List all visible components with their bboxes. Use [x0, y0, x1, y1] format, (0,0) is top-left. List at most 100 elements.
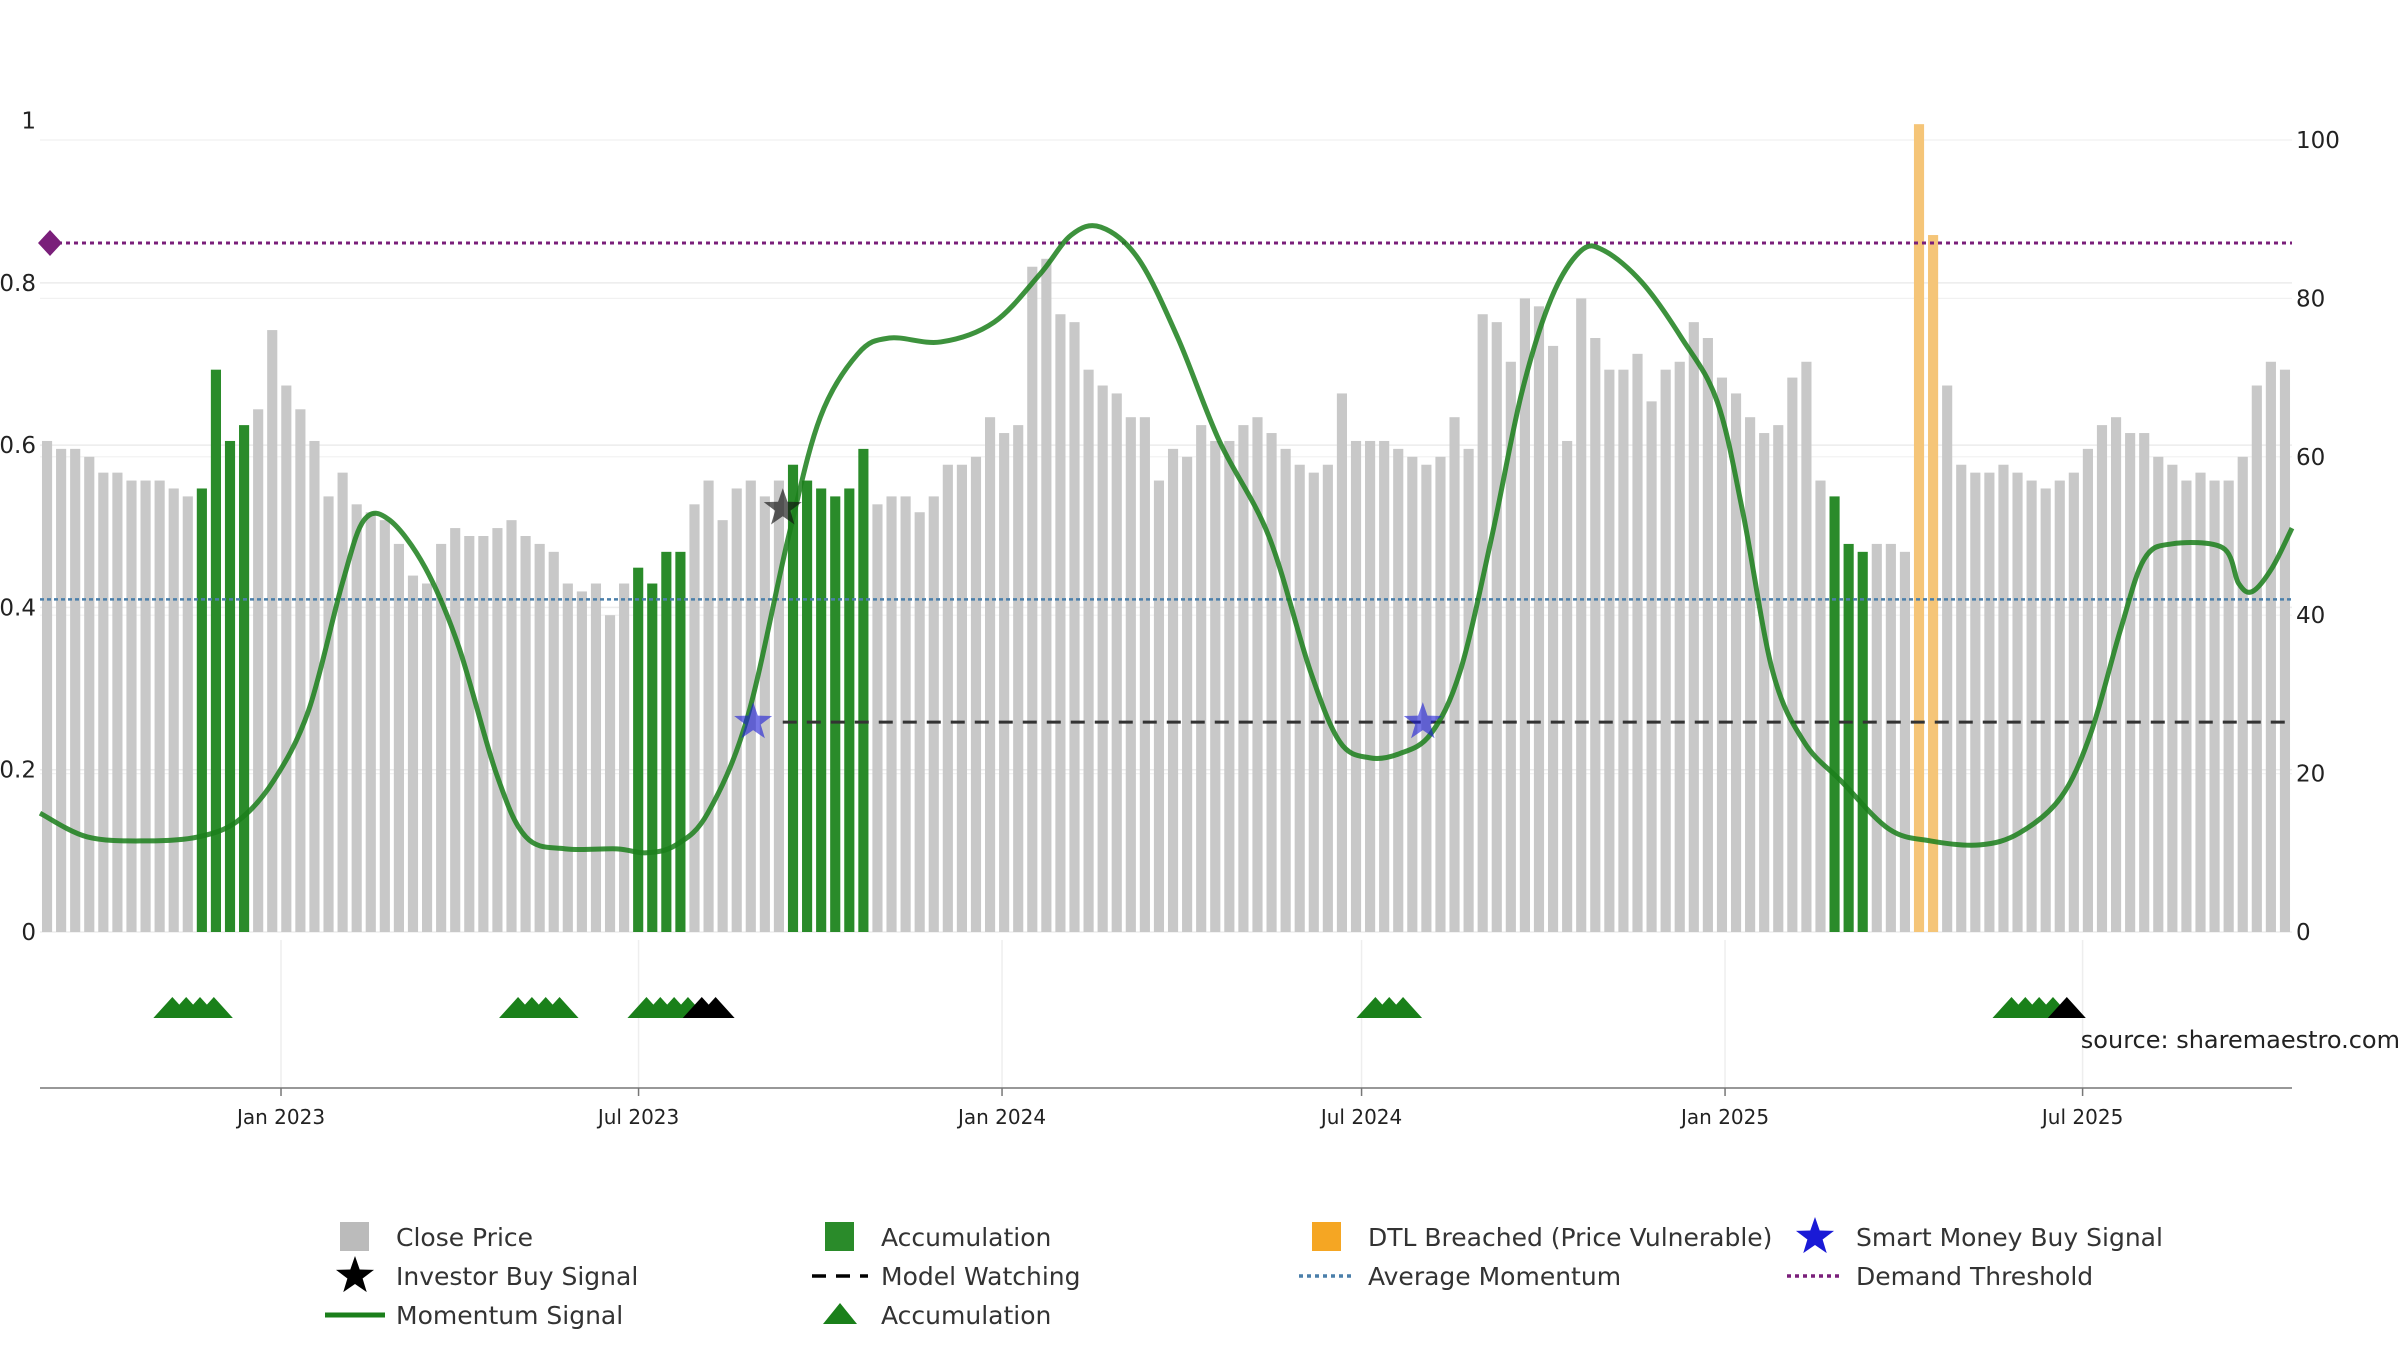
close-price-bar — [773, 480, 785, 932]
demand-threshold-marker — [38, 229, 62, 256]
close-price-bar — [2068, 472, 2079, 932]
close-price-bar — [1871, 543, 1882, 932]
close-price-bar — [562, 583, 573, 932]
accumulation-bar — [816, 488, 827, 932]
close-price-bar — [1224, 440, 1235, 932]
close-price-bar — [703, 480, 714, 932]
close-price-bar — [421, 583, 433, 932]
smart-money-star — [734, 702, 773, 739]
close-price-bar — [928, 496, 939, 932]
close-price-bar — [1618, 369, 1629, 932]
legend-label: Demand Threshold — [1856, 1262, 2093, 1291]
close-price-bar — [365, 512, 376, 932]
close-price-bar — [1984, 472, 1995, 932]
axes: 1 0 0.2 0.4 0.6 0.8 0 20 40 60 80 100 Jan 2023 Jul 20… — [0, 109, 2340, 1129]
legend-swatch — [1312, 1222, 1341, 1251]
bars — [41, 124, 2291, 933]
close-price-bar — [2167, 464, 2178, 932]
close-price-bar — [2082, 448, 2093, 932]
close-price-bar — [1266, 433, 1277, 932]
close-price-bar — [126, 480, 137, 932]
accumulation-triangle — [2047, 997, 2086, 1018]
close-price-bar — [717, 520, 728, 932]
close-price-bar — [872, 504, 883, 932]
left-tick-label: 0 — [21, 920, 36, 946]
close-price-bar — [337, 472, 348, 932]
close-price-bar — [1660, 369, 1671, 932]
legend-triangle-icon — [823, 1303, 857, 1324]
close-price-bar — [2096, 425, 2108, 932]
close-price-bar — [393, 543, 404, 932]
close-price-bar — [1210, 440, 1221, 932]
accumulation-bar — [1843, 543, 1854, 932]
legend-label: Momentum Signal — [396, 1301, 623, 1330]
accumulation-bar — [196, 488, 207, 932]
close-price-bar — [1801, 361, 1812, 932]
close-price-bar — [1069, 322, 1080, 932]
close-price-bar — [1111, 393, 1122, 932]
legend-swatch — [825, 1222, 854, 1251]
close-price-bar — [1027, 266, 1038, 933]
close-price-bar — [2209, 480, 2220, 932]
close-price-bar — [1167, 448, 1179, 932]
accumulation-bar — [830, 496, 841, 932]
close-price-bar — [1308, 472, 1319, 932]
close-price-bar — [407, 575, 419, 932]
accumulation-bar — [675, 551, 686, 932]
close-price-bar — [41, 440, 53, 932]
close-price-bar — [267, 330, 278, 933]
accumulation-bar — [210, 369, 222, 932]
source-label: source: sharemaestro.com — [2081, 1026, 2400, 1054]
close-price-bar — [1956, 464, 1967, 932]
signal-markers — [734, 488, 1442, 739]
close-price-bar — [154, 480, 165, 932]
accumulation-bar — [787, 464, 799, 932]
close-price-bar — [2223, 480, 2234, 932]
accumulation-bar — [647, 583, 658, 932]
close-price-bar — [1477, 314, 1488, 932]
close-price-bar — [2139, 433, 2150, 932]
close-price-bar — [1421, 464, 1432, 932]
close-price-bar — [1196, 425, 1207, 932]
close-price-bar — [1745, 417, 1756, 932]
left-tick-label: 0.2 — [0, 758, 36, 784]
close-price-bar — [759, 496, 770, 932]
accumulation-bar — [224, 440, 236, 932]
close-price-bar — [168, 488, 179, 932]
x-tick-label: Jan 2023 — [235, 1105, 325, 1129]
legend-label: Accumulation — [881, 1223, 1051, 1252]
close-price-bar — [1815, 480, 1826, 932]
close-price-bar — [281, 385, 292, 932]
close-price-bar — [548, 551, 559, 932]
legend-star-icon — [335, 1256, 375, 1293]
close-price-bar — [1097, 385, 1108, 932]
close-price-bar — [112, 472, 123, 932]
close-price-bar — [942, 464, 953, 932]
smart-money-star — [1403, 702, 1442, 739]
close-price-bar — [999, 433, 1010, 932]
close-price-bar — [70, 448, 81, 932]
close-price-bar — [253, 409, 264, 932]
close-price-bar — [1125, 417, 1136, 932]
close-price-bar — [2125, 433, 2136, 932]
close-price-bar — [1730, 393, 1742, 932]
close-price-bar — [984, 417, 996, 932]
close-price-bar — [1280, 448, 1291, 932]
dtl-breached-bar — [1913, 124, 1925, 932]
close-price-bar — [1970, 472, 1981, 932]
close-price-bar — [619, 583, 630, 932]
close-price-bar — [2237, 456, 2248, 932]
close-price-bar — [914, 512, 925, 932]
accumulation-bar — [802, 480, 813, 932]
close-price-bar — [534, 543, 545, 932]
close-price-bar — [1787, 377, 1798, 933]
x-tick-label: Jul 2025 — [2040, 1105, 2123, 1129]
x-tick-label: Jan 2024 — [956, 1105, 1046, 1129]
close-price-bar — [1576, 298, 1587, 932]
legend-swatch — [340, 1222, 369, 1251]
close-price-bar — [323, 496, 334, 932]
close-price-bar — [1702, 338, 1713, 932]
x-tick-label: Jan 2025 — [1679, 1105, 1769, 1129]
right-tick-label: 80 — [2296, 286, 2325, 312]
